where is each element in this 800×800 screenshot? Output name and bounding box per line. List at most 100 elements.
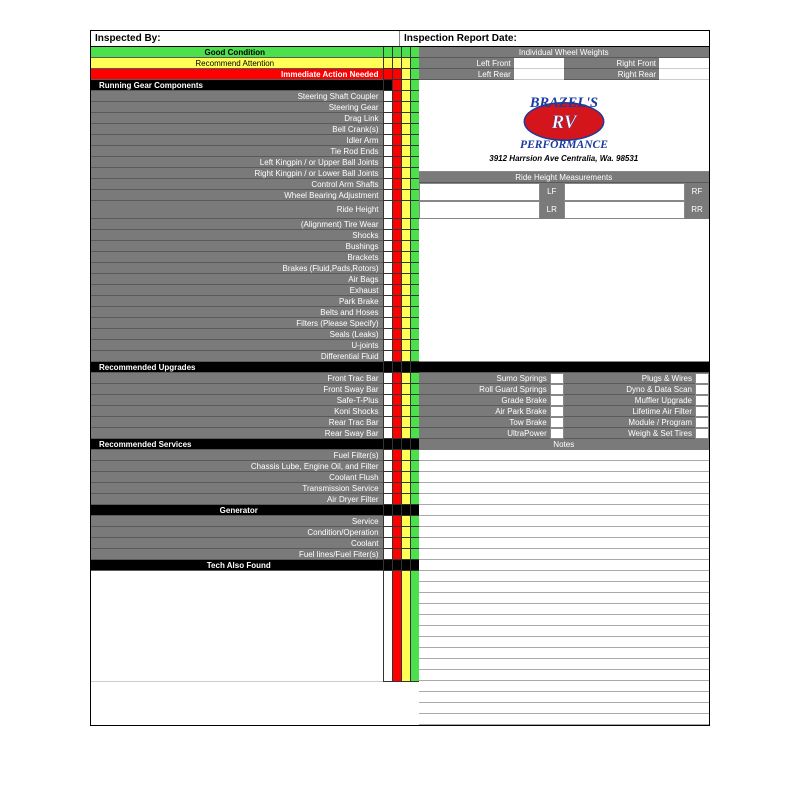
rh-rr: RR [685,201,709,219]
logo-area: BRAZEL'S RV PERFORMANCE 3912 Harrsion Av… [419,80,709,172]
upg-left-0: Front Trac Bar [91,373,383,384]
notes-line-19[interactable] [419,659,709,670]
notes-line-24[interactable] [419,714,709,725]
company-logo: BRAZEL'S RV PERFORMANCE [489,89,639,154]
upg-right-2: Muffler Upgrade [564,395,695,406]
report-date-label: Inspection Report Date: [400,31,709,46]
upg-left-2: Safe-T-Plus [91,395,383,406]
notes-line-15[interactable] [419,615,709,626]
section-generator: Generator [91,505,383,516]
company-address: 3912 Harrsion Ave Centralia, Wa. 98531 [489,154,638,163]
notes-line-11[interactable] [419,571,709,582]
rh-lf: LF [540,183,564,201]
upg-mid-1: Roll Guard Springs [419,384,550,395]
notes-line-12[interactable] [419,582,709,593]
running-item-5: Tie Rod Ends [91,146,383,157]
notes-line-17[interactable] [419,637,709,648]
right-column: Individual Wheel Weights Left FrontRight… [419,47,709,725]
header-row: Inspected By: Inspection Report Date: [91,31,709,47]
running2-item-10: Seals (Leaks) [91,329,383,340]
notes-line-14[interactable] [419,604,709,615]
ww-lf-val[interactable] [514,58,564,69]
gen-0: Service [91,516,383,527]
notes-line-7[interactable] [419,527,709,538]
upg-left-4: Rear Trac Bar [91,417,383,428]
notes-line-3[interactable] [419,483,709,494]
rh-lr: LR [540,201,564,219]
running2-item-9: Filters (Please Specify) [91,318,383,329]
notes-line-22[interactable] [419,692,709,703]
upg-left-1: Front Sway Bar [91,384,383,395]
notes-line-10[interactable] [419,560,709,571]
blank-area [419,219,709,362]
running2-item-7: Park Brake [91,296,383,307]
notes-line-4[interactable] [419,494,709,505]
running-item-0: Steering Shaft Coupler [91,91,383,102]
section-services: Recommended Services [91,439,383,450]
upg-right-5: Weigh & Set Tires [564,428,695,439]
svg-text:PERFORMANCE: PERFORMANCE [520,139,608,151]
ww-rf-val[interactable] [659,58,709,69]
ww-lr-val[interactable] [514,69,564,80]
notes-line-0[interactable] [419,450,709,461]
upg-mid-2: Grade Brake [419,395,550,406]
running2-item-0: (Alignment) Tire Wear [91,219,383,230]
notes-line-13[interactable] [419,593,709,604]
notes-line-2[interactable] [419,472,709,483]
notes-line-6[interactable] [419,516,709,527]
running2-item-4: Brakes (Fluid,Pads,Rotors) [91,263,383,274]
upg-mid-4: Tow Brake [419,417,550,428]
running-item-4: Idler Arm [91,135,383,146]
upg-mid-3: Air Park Brake [419,406,550,417]
ww-rr-val[interactable] [659,69,709,80]
ww-lr: Left Rear [419,69,514,80]
notes-line-8[interactable] [419,538,709,549]
running-item-9: Wheel Bearing Adjustment [91,190,383,201]
running2-item-11: U-joints [91,340,383,351]
notes-line-21[interactable] [419,681,709,692]
notes-header: Notes [419,439,709,450]
rh-lr-val[interactable] [419,201,540,219]
notes-line-18[interactable] [419,648,709,659]
service-1: Chassis Lube, Engine Oil, and Filter [91,461,383,472]
running2-item-2: Bushings [91,241,383,252]
notes-line-16[interactable] [419,626,709,637]
ww-lf: Left Front [419,58,514,69]
legend-immediate: Immediate Action Needed [91,69,383,80]
running2-item-5: Air Bags [91,274,383,285]
running-item-7: Right Kingpin / or Lower Ball Joints [91,168,383,179]
svg-text:BRAZEL'S: BRAZEL'S [529,95,598,111]
notes-line-20[interactable] [419,670,709,681]
section-upgrades: Recommended Upgrades [91,362,383,373]
left-column: Good Condition Recommend Attention Immed… [91,47,419,725]
running2-item-3: Brackets [91,252,383,263]
notes-line-5[interactable] [419,505,709,516]
upg-right-4: Module / Program [564,417,695,428]
running-item-1: Steering Gear [91,102,383,113]
section-tech: Tech Also Found [91,560,383,571]
service-4: Air Dryer Filter [91,494,383,505]
notes-line-1[interactable] [419,461,709,472]
ride-measurements-title: Ride Height Measurements [419,172,709,183]
notes-line-23[interactable] [419,703,709,714]
upg-mid-5: UltraPower [419,428,550,439]
notes-line-9[interactable] [419,549,709,560]
service-2: Coolant Flush [91,472,383,483]
running2-item-1: Shocks [91,230,383,241]
upg-left-3: Koni Shocks [91,406,383,417]
gen-2: Coolant [91,538,383,549]
rh-lf-val[interactable] [419,183,540,201]
running-item-6: Left Kingpin / or Upper Ball Joints [91,157,383,168]
rh-rf: RF [685,183,709,201]
upg-right-0: Plugs & Wires [564,373,695,384]
running-item-2: Drag Link [91,113,383,124]
rh-rf-val[interactable] [564,183,685,201]
upg-right-3: Lifetime Air Filter [564,406,695,417]
running2-item-12: Differential Fluid [91,351,383,362]
running-item-3: Bell Crank(s) [91,124,383,135]
inspected-by-label: Inspected By: [91,31,400,46]
rh-rr-val[interactable] [564,201,685,219]
running2-item-6: Exhaust [91,285,383,296]
legend-good: Good Condition [91,47,383,58]
ww-rr: Right Rear [564,69,659,80]
